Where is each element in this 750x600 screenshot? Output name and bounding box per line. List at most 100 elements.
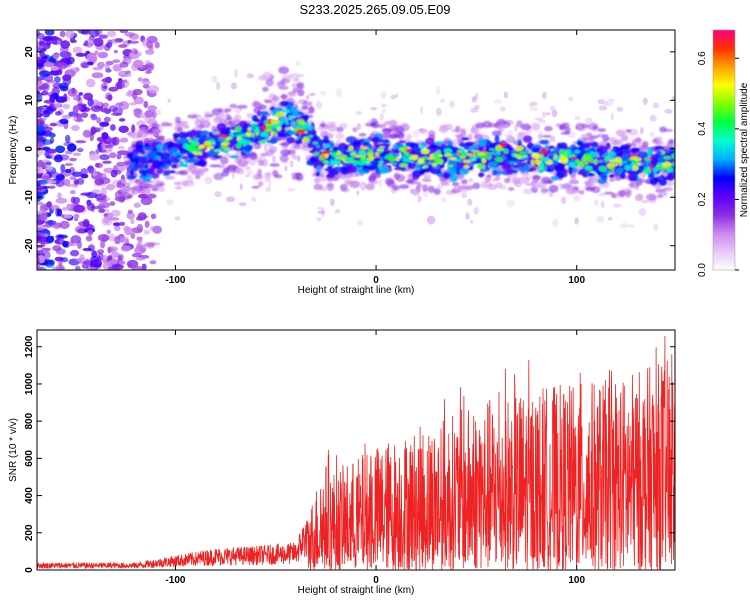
- heatmap-cell: [427, 157, 434, 161]
- heatmap-cell: [99, 177, 111, 185]
- heatmap-cell: [144, 64, 152, 69]
- heatmap-cell: [304, 130, 308, 134]
- heatmap-cell: [247, 127, 252, 132]
- heatmap-cell: [117, 150, 130, 156]
- heatmap-cell: [143, 100, 149, 109]
- heatmap-cell: [177, 126, 183, 134]
- heatmap-cell: [306, 94, 310, 101]
- heatmap-cell: [85, 235, 93, 242]
- heatmap-cell: [116, 153, 122, 160]
- heatmap-cell: [669, 151, 675, 155]
- heatmap-cell: [94, 162, 104, 169]
- heatmap-cell: [70, 190, 76, 195]
- heatmap-cell: [135, 257, 146, 261]
- heatmap-cell: [609, 177, 616, 182]
- heatmap-cell: [76, 147, 84, 153]
- y-tick-label: -20: [24, 238, 35, 253]
- heatmap-cell: [79, 254, 85, 262]
- heatmap-cell: [278, 66, 290, 74]
- heatmap-cell: [358, 132, 367, 137]
- heatmap-cell: [516, 120, 523, 128]
- heatmap-cell: [191, 141, 200, 145]
- heatmap-cell: [74, 118, 84, 123]
- heatmap-cell: [329, 198, 335, 206]
- heatmap-cell: [327, 124, 338, 132]
- heatmap-cell: [130, 133, 136, 139]
- heatmap-cell: [640, 126, 644, 135]
- heatmap-cell: [103, 213, 108, 217]
- heatmap-cell: [467, 198, 473, 206]
- heatmap-cell: [652, 102, 660, 109]
- heatmap-cell: [135, 131, 144, 135]
- heatmap-cell: [37, 118, 41, 127]
- heatmap-cell: [632, 165, 639, 171]
- heatmap-cell: [522, 135, 533, 143]
- heatmap-cell: [534, 117, 543, 121]
- heatmap-cell: [229, 133, 234, 139]
- heatmap-cell: [360, 146, 369, 150]
- heatmap-cell: [82, 92, 92, 100]
- heatmap-cell: [259, 110, 269, 116]
- heatmap-cell: [37, 216, 42, 220]
- heatmap-cell: [303, 114, 310, 120]
- heatmap-cell: [128, 180, 135, 184]
- heatmap-cell: [439, 180, 449, 185]
- heatmap-cell: [270, 119, 279, 124]
- heatmap-cell: [369, 123, 377, 127]
- heatmap-cell: [72, 96, 79, 101]
- heatmap-cell: [62, 241, 69, 248]
- heatmap-cell: [151, 186, 159, 192]
- heatmap-cell: [94, 105, 101, 110]
- heatmap-cell: [182, 143, 190, 149]
- heatmap-cell: [144, 110, 154, 118]
- heatmap-cell: [529, 167, 537, 172]
- heatmap-cell: [96, 117, 102, 124]
- heatmap-cell: [316, 100, 323, 110]
- heatmap-cell: [326, 183, 334, 192]
- heatmap-cell: [531, 147, 540, 154]
- heatmap-cell: [523, 188, 533, 194]
- spectrogram-ylabel: Frequency (Hz): [8, 116, 19, 185]
- heatmap-cell: [607, 217, 613, 221]
- heatmap-cell: [456, 151, 461, 156]
- heatmap-cell: [156, 168, 164, 175]
- heatmap-cell: [604, 191, 615, 195]
- heatmap-cell: [262, 71, 273, 79]
- heatmap-cell: [564, 149, 571, 155]
- heatmap-cell: [373, 155, 380, 158]
- heatmap-cell: [436, 107, 441, 115]
- heatmap-cell: [531, 153, 541, 159]
- heatmap-cell: [541, 111, 547, 118]
- heatmap-cell: [384, 132, 392, 139]
- x-tick-label: 100: [568, 275, 585, 286]
- heatmap-cell: [326, 173, 335, 179]
- heatmap-cell: [559, 156, 569, 162]
- heatmap-cell: [630, 142, 637, 147]
- heatmap-cell: [513, 153, 521, 158]
- heatmap-cell: [503, 148, 509, 154]
- heatmap-cell: [106, 30, 117, 38]
- heatmap-cell: [583, 180, 594, 186]
- heatmap-cell: [481, 158, 487, 164]
- heatmap-cell: [433, 188, 441, 195]
- heatmap-cell: [191, 129, 197, 136]
- heatmap-cell: [419, 106, 424, 114]
- heatmap-cell: [653, 223, 659, 232]
- heatmap-cell: [395, 174, 406, 183]
- heatmap-cell: [214, 112, 225, 120]
- heatmap-cell: [357, 219, 364, 226]
- heatmap-cell: [486, 183, 498, 190]
- heatmap-cell: [387, 153, 393, 158]
- heatmap-cell: [72, 112, 78, 122]
- heatmap-cell: [568, 96, 573, 102]
- heatmap-cell: [60, 40, 70, 49]
- heatmap-cell: [109, 258, 119, 265]
- heatmap-cell: [545, 112, 551, 116]
- heatmap-cell: [92, 172, 98, 177]
- heatmap-cell: [128, 102, 137, 106]
- heatmap-cell: [251, 185, 260, 189]
- heatmap-cell: [611, 193, 617, 199]
- heatmap-cell: [649, 177, 659, 186]
- heatmap-cell: [170, 147, 179, 153]
